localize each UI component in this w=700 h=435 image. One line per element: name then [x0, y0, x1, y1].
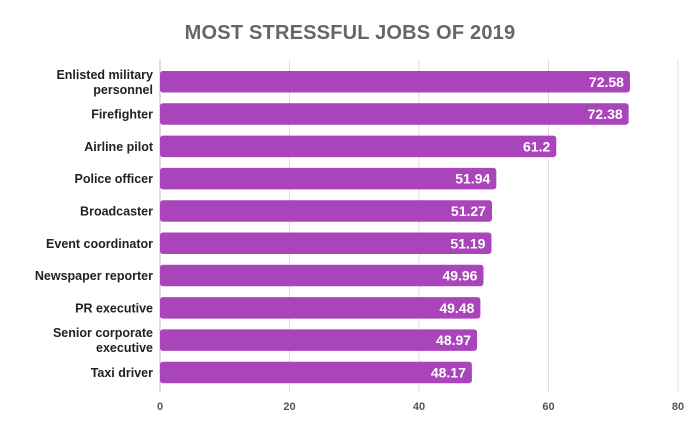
bar	[160, 329, 478, 351]
bar	[160, 71, 630, 93]
x-axis-ticks: 0 20 40 60 80	[157, 401, 684, 413]
category-label: PR executive	[75, 301, 153, 315]
bar	[160, 264, 484, 287]
bar-value-label: 51.19	[450, 235, 485, 251]
category-label: Event coordinator	[46, 237, 153, 251]
bar	[160, 232, 492, 254]
category-label: personnel	[93, 83, 153, 97]
bar	[160, 135, 557, 158]
category-label: Police officer	[75, 172, 154, 186]
bar-value-label: 72.58	[589, 74, 624, 90]
category-label: Taxi driver	[91, 366, 153, 380]
bar-value-label: 51.27	[451, 203, 486, 219]
bar-value-label: 48.17	[431, 364, 466, 380]
category-label: Firefighter	[91, 108, 153, 122]
x-tick-label: 0	[157, 401, 163, 413]
bar	[160, 297, 481, 319]
category-label: Newspaper reporter	[35, 269, 153, 283]
x-tick-label: 40	[413, 401, 425, 413]
category-label: Broadcaster	[80, 204, 153, 218]
bar-value-label: 61.2	[523, 138, 550, 154]
category-label: executive	[96, 341, 153, 355]
bars: 72.58 72.38 61.2 51.94 51.27 51.19 49.96 49.48 4…	[160, 71, 630, 384]
bar	[160, 167, 497, 190]
bar-value-label: 49.96	[442, 268, 477, 284]
bar	[160, 361, 472, 384]
category-label: Enlisted military	[56, 68, 153, 82]
x-tick-label: 60	[542, 401, 554, 413]
bar-value-label: 72.38	[588, 106, 623, 122]
chart-title: MOST STRESSFUL JOBS OF 2019	[184, 22, 516, 44]
bar	[160, 103, 629, 125]
bar-value-label: 49.48	[439, 300, 474, 316]
bar-value-label: 51.94	[455, 171, 490, 187]
category-label: Senior corporate	[53, 326, 153, 340]
category-label: Airline pilot	[84, 140, 154, 154]
bar	[160, 200, 492, 222]
x-tick-label: 80	[672, 401, 684, 413]
x-tick-label: 20	[283, 401, 295, 413]
bar-value-label: 48.97	[436, 332, 471, 348]
